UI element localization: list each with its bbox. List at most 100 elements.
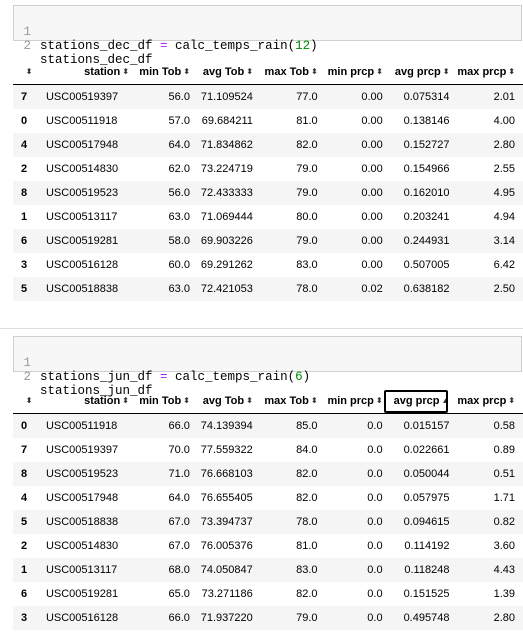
row-index: 0: [21, 115, 28, 127]
table-cell: 0.0: [367, 420, 383, 432]
row-index: 7: [21, 91, 28, 103]
table-cell: USC00516128: [45, 612, 119, 624]
table-cell: 2.80: [493, 139, 515, 151]
table-cell: 56.0: [168, 187, 190, 199]
table-cell: 0.050044: [403, 468, 450, 480]
column-header-max-prcp[interactable]: max prcp ⬍: [449, 389, 523, 414]
column-header-label: avg prcp: [393, 395, 440, 407]
table-cell: 82.0: [296, 139, 318, 151]
column-header-label: avg Tob: [202, 66, 245, 78]
line-number: 2: [23, 370, 31, 384]
table-cell: USC00518838: [45, 516, 119, 528]
column-header-min-prcp[interactable]: min prcp ⬍: [317, 60, 383, 85]
table-cell: 63.0: [168, 211, 190, 223]
sort-both-icon: ⬍: [183, 67, 190, 77]
table-cell: USC00511918: [45, 420, 118, 432]
column-header-avg-tob[interactable]: avg Tob ⬍: [189, 389, 253, 414]
table-row: 1 USC00513117 63.0 71.069444 80.0 0.00 0.20324…: [13, 205, 523, 229]
table-cell: 76.655405: [200, 492, 253, 504]
column-header-max-tob[interactable]: max Tob ⬍: [252, 389, 318, 414]
sort-both-icon: ⬍: [25, 396, 33, 406]
column-header-label: max Tob: [264, 395, 309, 407]
table-cell: 0.0: [367, 588, 383, 600]
sort-both-icon: ⬍: [246, 396, 253, 406]
table-cell: 71.109524: [200, 91, 253, 103]
table-cell: 84.0: [296, 444, 318, 456]
column-header-station[interactable]: station ⬍: [42, 389, 129, 414]
column-header-label: min Tob: [139, 395, 182, 407]
table-cell: 0.00: [361, 235, 383, 247]
table-cell: 0.114192: [404, 540, 450, 552]
column-header-min-tob[interactable]: min Tob ⬍: [128, 389, 190, 414]
table-cell: 0.507005: [403, 259, 450, 271]
table-cell: 67.0: [168, 540, 190, 552]
column-header-station[interactable]: station ⬍: [42, 60, 129, 85]
table-cell: 85.0: [296, 420, 318, 432]
row-index: 5: [21, 283, 28, 295]
sort-both-icon: ⬍: [508, 67, 515, 77]
code-cell-dec[interactable]: 1 stations_dec_df = calc_temps_rain(12) …: [13, 5, 522, 67]
table-cell: USC00519523: [45, 468, 119, 480]
table-cell: 82.0: [296, 468, 318, 480]
table-cell: 0.022661: [403, 444, 450, 456]
table-row: 0 USC00511918 57.0 69.684211 81.0 0.00 0.13814…: [13, 109, 523, 133]
table-cell: 67.0: [168, 516, 190, 528]
index-header[interactable]: ⬍: [13, 389, 43, 414]
row-index: 2: [21, 540, 28, 552]
index-header[interactable]: ⬍: [13, 60, 43, 85]
table-cell: 60.0: [168, 259, 190, 271]
code-line: 1 stations_jun_df = calc_temps_rain(6): [14, 342, 521, 384]
dataframe-dec: ⬍ station ⬍ min Tob ⬍ avg Tob ⬍ max Tob ⬍ min prc…: [13, 60, 523, 301]
row-index: 0: [21, 420, 28, 432]
column-header-min-tob[interactable]: min Tob ⬍: [128, 60, 190, 85]
code-cell-jun[interactable]: 1 stations_jun_df = calc_temps_rain(6) 2…: [13, 336, 522, 398]
code-line: 2 stations_dec_df: [14, 25, 521, 67]
column-header-label: max prcp: [457, 66, 507, 78]
table-cell: 3.14: [493, 235, 515, 247]
table-cell: 0.00: [361, 139, 383, 151]
table-cell: USC00518838: [45, 283, 119, 295]
table-cell: 0.154966: [403, 163, 450, 175]
table-cell: 0.0: [367, 612, 383, 624]
table-cell: 71.0: [168, 468, 190, 480]
table-row: 6 USC00519281 58.0 69.903226 79.0 0.00 0.24493…: [13, 229, 523, 253]
table-cell: USC00514830: [45, 540, 119, 552]
table-cell: 79.0: [296, 612, 318, 624]
table-cell: 1.71: [493, 492, 515, 504]
column-header-label: max Tob: [264, 66, 309, 78]
column-header-label: avg Tob: [202, 395, 245, 407]
table-cell: 78.0: [296, 283, 318, 295]
table-cell: 69.291262: [200, 259, 253, 271]
table-cell: USC00514830: [45, 163, 119, 175]
table-cell: 0.162010: [403, 187, 450, 199]
table-cell: 81.0: [296, 540, 318, 552]
row-index: 6: [21, 588, 28, 600]
table-cell: 65.0: [168, 588, 190, 600]
column-header-max-prcp[interactable]: max prcp ⬍: [449, 60, 523, 85]
column-header-avg-prcp[interactable]: avg prcp ⬍: [382, 60, 450, 85]
table-cell: USC00517948: [45, 139, 119, 151]
column-header-max-tob[interactable]: max Tob ⬍: [252, 60, 318, 85]
column-header-min-prcp[interactable]: min prcp ⬍: [317, 389, 383, 414]
row-index: 4: [21, 139, 28, 151]
code-line: 1 stations_dec_df = calc_temps_rain(12): [14, 11, 521, 53]
row-index: 2: [21, 163, 28, 175]
table-cell: 4.43: [493, 564, 515, 576]
line-number: 1: [23, 356, 31, 370]
table-cell: 78.0: [296, 516, 318, 528]
column-header-label: min prcp: [327, 66, 375, 78]
sort-both-icon: ⬍: [122, 396, 129, 406]
table-cell: 4.95: [493, 187, 515, 199]
table-cell: 0.495748: [403, 612, 450, 624]
table-row: 5 USC00518838 63.0 72.421053 78.0 0.02 0.63818…: [13, 277, 523, 301]
column-header-avg-tob[interactable]: avg Tob ⬍: [189, 60, 253, 85]
column-header-avg-prcp[interactable]: avg prcp ▲: [382, 389, 450, 414]
table-cell: 0.58: [493, 420, 515, 432]
table-cell: 4.94: [493, 211, 515, 223]
column-header-label: station: [84, 66, 121, 78]
table-cell: 0.00: [361, 187, 383, 199]
table-cell: 77.559322: [200, 444, 253, 456]
column-header-label: avg prcp: [394, 66, 441, 78]
table-cell: 70.0: [168, 444, 190, 456]
table-cell: 76.005376: [200, 540, 253, 552]
